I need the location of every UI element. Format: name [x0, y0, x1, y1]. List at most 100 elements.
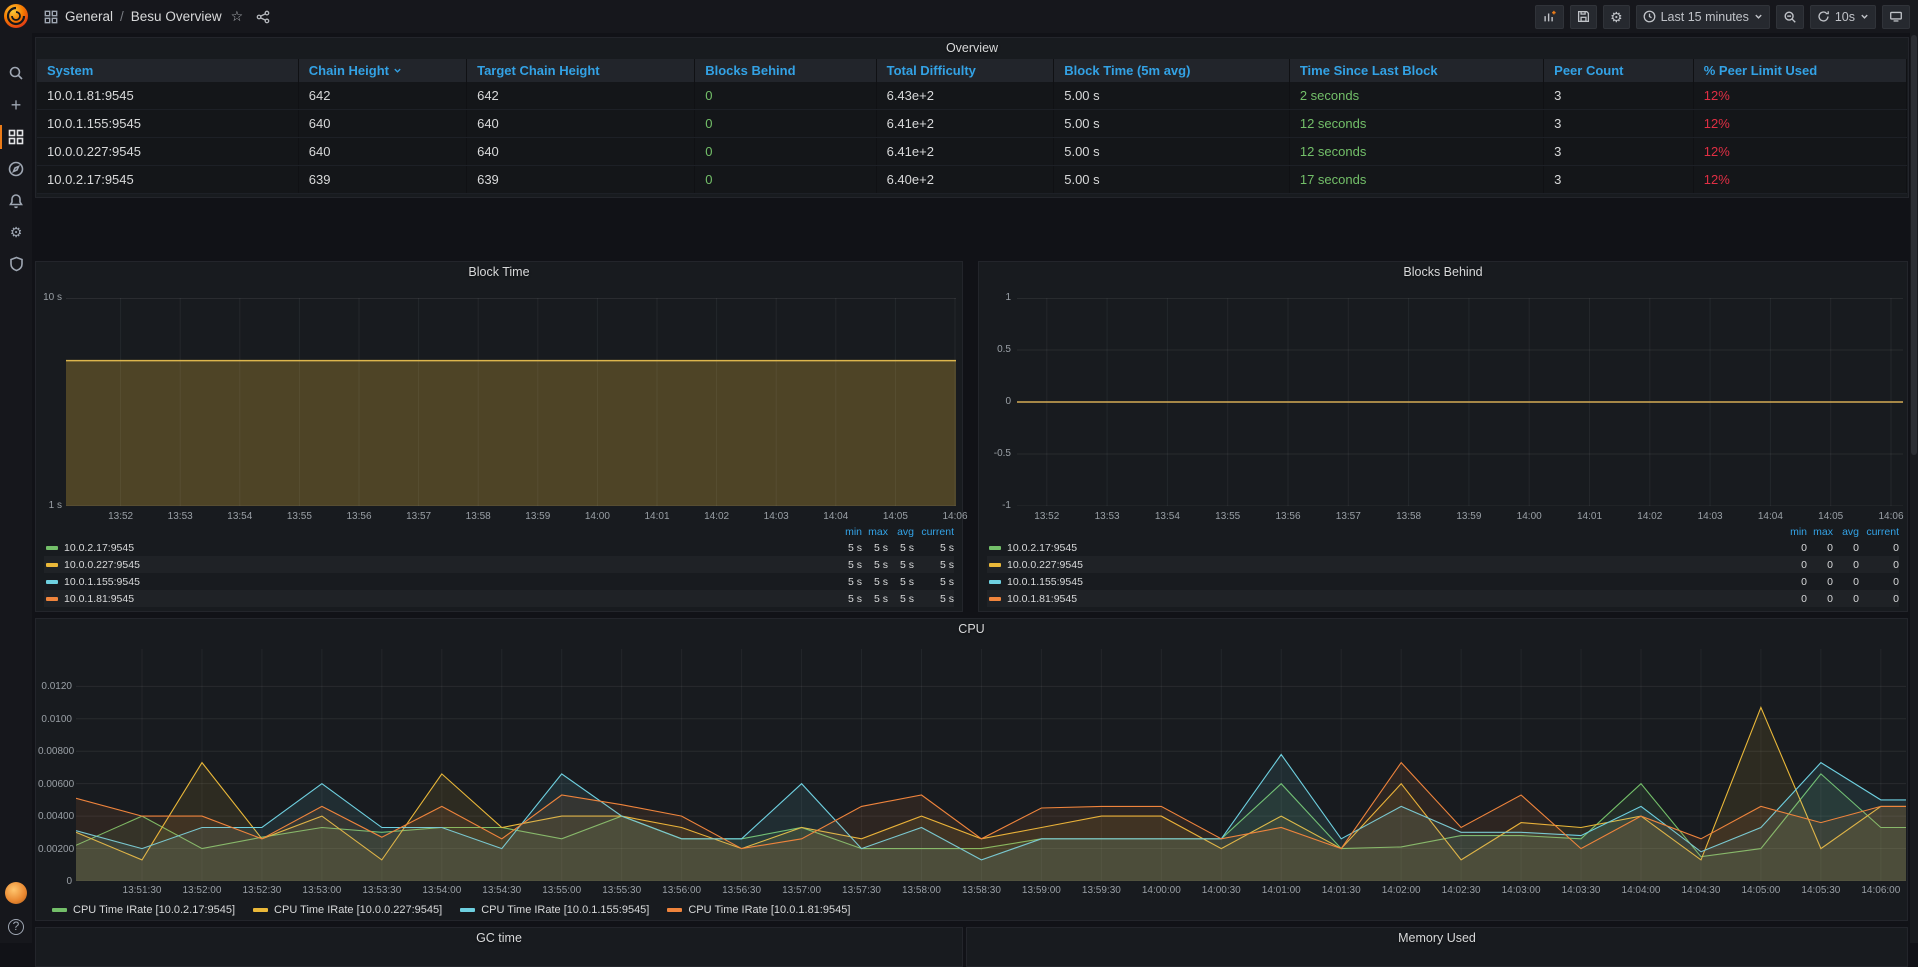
x-tick-label: 13:59:00	[1021, 885, 1061, 896]
legend-column-current[interactable]: current	[1866, 526, 1899, 538]
series-swatch	[989, 545, 1001, 550]
table-row: 10.0.2.17:9545 639 639 0 6.40e+2 5.00 s 17 sec…	[37, 166, 1907, 194]
column-header-peer_limit_used[interactable]: % Peer Limit Used	[1694, 59, 1907, 82]
blocks-behind-chart[interactable]	[1017, 298, 1903, 506]
cpu-legend-item[interactable]: CPU Time IRate [10.0.0.227:9545]	[253, 904, 442, 916]
x-tick-label: 13:58:00	[902, 885, 941, 896]
cpu-legend-item[interactable]: CPU Time IRate [10.0.1.155:9545]	[460, 904, 649, 916]
series-name[interactable]: 10.0.1.81:9545	[64, 592, 135, 605]
series-name[interactable]: 10.0.1.155:9545	[64, 575, 140, 588]
y-tick-label: 0.00600	[38, 778, 75, 790]
x-tick-label: 14:03	[763, 511, 789, 522]
legend-column-avg[interactable]: avg	[1842, 526, 1859, 538]
x-tick-label: 13:54:30	[482, 885, 522, 896]
y-axis-label-top: 10 s	[43, 292, 62, 303]
cycle-view-mode-button[interactable]	[1882, 4, 1910, 29]
x-tick-label: 13:52	[108, 511, 134, 522]
legend-column-max[interactable]: max	[1813, 526, 1833, 538]
column-header-time_since_last_block[interactable]: Time Since Last Block	[1290, 59, 1545, 82]
column-header-peer_count[interactable]: Peer Count	[1544, 59, 1694, 82]
admin-shield-icon[interactable]	[0, 249, 32, 279]
legend-row: 10.0.1.81:9545 0 0 0 0	[987, 590, 1899, 607]
series-swatch	[46, 562, 58, 567]
breadcrumb-title[interactable]: Besu Overview	[130, 9, 222, 24]
time-range-picker[interactable]: Last 15 minutes	[1635, 4, 1770, 29]
x-tick-label: 14:05:00	[1741, 885, 1781, 896]
series-label: CPU Time IRate [10.0.0.227:9545]	[274, 904, 443, 916]
column-header-chain_height[interactable]: Chain Height	[299, 59, 468, 82]
column-header-total_difficulty[interactable]: Total Difficulty	[877, 59, 1055, 82]
cpu-legend-item[interactable]: CPU Time IRate [10.0.2.17:9545]	[52, 904, 235, 916]
x-tick-label: 13:56	[346, 511, 372, 522]
legend-value: 0	[1893, 541, 1899, 554]
cpu-chart[interactable]	[76, 649, 1906, 881]
legend-column-avg[interactable]: avg	[897, 526, 914, 538]
explore-compass-icon[interactable]	[0, 154, 32, 184]
cell-target_chain_height: 642	[467, 82, 696, 109]
zoom-out-button[interactable]	[1775, 4, 1804, 29]
column-header-blocks_behind[interactable]: Blocks Behind	[695, 59, 877, 82]
panel-overview: Overview System Chain Height Target Chain …	[35, 37, 1909, 198]
search-icon[interactable]	[0, 58, 32, 88]
breadcrumb: General / Besu Overview ☆	[44, 8, 270, 25]
refresh-button-group[interactable]: 10s	[1809, 4, 1876, 29]
legend-column-min[interactable]: min	[1790, 526, 1807, 538]
dashboard-grid-icon	[44, 10, 58, 23]
series-name[interactable]: 10.0.1.81:9545	[1007, 592, 1078, 605]
legend-value: 0	[1853, 575, 1859, 588]
user-avatar[interactable]	[5, 882, 27, 904]
sidebar-item-dashboards[interactable]	[0, 122, 32, 152]
y-tick-label: 0.5	[997, 344, 1011, 355]
x-tick-label: 14:03:30	[1561, 885, 1601, 896]
table-row: 10.0.0.227:9545 640 640 0 6.41e+2 5.00 s 12 se…	[37, 138, 1907, 166]
x-tick-label: 13:58	[465, 511, 491, 522]
panel-title[interactable]: Memory Used	[1398, 931, 1476, 945]
panel-memory-used: Memory Used	[966, 927, 1908, 967]
x-tick-label: 13:58	[1396, 511, 1422, 522]
dashboard-settings-button[interactable]: ⚙	[1603, 4, 1630, 29]
breadcrumb-section[interactable]: General	[65, 9, 114, 24]
series-name[interactable]: 10.0.2.17:9545	[64, 541, 135, 554]
series-name[interactable]: 10.0.1.155:9545	[1007, 575, 1083, 588]
series-swatch	[667, 908, 683, 912]
legend-column-min[interactable]: min	[845, 526, 862, 538]
cell-peer_limit_used: 12%	[1694, 110, 1907, 137]
share-icon[interactable]	[256, 10, 270, 24]
series-swatch	[253, 908, 269, 912]
settings-gear-icon[interactable]: ⚙	[9, 224, 23, 240]
series-name[interactable]: 10.0.0.227:9545	[1007, 558, 1083, 571]
alerting-bell-icon[interactable]	[0, 186, 32, 216]
grafana-logo[interactable]	[4, 4, 28, 28]
topbar: General / Besu Overview ☆ ⚙ Last 15 minu…	[32, 0, 1918, 33]
panel-title[interactable]: Overview	[945, 41, 999, 55]
panel-title[interactable]: GC time	[476, 931, 522, 945]
column-header-system[interactable]: System	[37, 59, 299, 82]
legend-column-current[interactable]: current	[921, 526, 954, 538]
add-panel-button[interactable]	[1535, 4, 1565, 29]
legend-column-max[interactable]: max	[868, 526, 888, 538]
legend-value: 5 s	[873, 558, 888, 571]
cell-system: 10.0.0.227:9545	[37, 138, 299, 165]
x-tick-label: 14:06	[1878, 511, 1904, 522]
column-header-target_chain_height[interactable]: Target Chain Height	[467, 59, 696, 82]
create-plus-icon[interactable]: +	[10, 94, 22, 115]
cpu-legend-item[interactable]: CPU Time IRate [10.0.1.81:9545]	[667, 904, 850, 916]
page-scrollbar[interactable]	[1910, 0, 1918, 943]
panel-title[interactable]: CPU	[958, 622, 985, 636]
help-icon[interactable]: ?	[0, 912, 32, 942]
x-tick-label: 13:53:00	[302, 885, 342, 896]
series-name[interactable]: 10.0.2.17:9545	[1007, 541, 1078, 554]
time-range-label: Last 15 minutes	[1660, 9, 1749, 24]
panel-title[interactable]: Blocks Behind	[1403, 265, 1483, 279]
x-tick-label: 14:05	[882, 511, 908, 522]
cell-peer_limit_used: 12%	[1694, 82, 1907, 109]
x-tick-label: 13:54:00	[422, 885, 462, 896]
save-dashboard-button[interactable]	[1570, 4, 1598, 29]
series-name[interactable]: 10.0.0.227:9545	[64, 558, 140, 571]
favorite-star-icon[interactable]: ☆	[230, 8, 244, 24]
block-time-chart[interactable]	[66, 298, 956, 506]
panel-title[interactable]: Block Time	[468, 265, 530, 279]
scrollbar-thumb[interactable]	[1911, 35, 1917, 455]
column-header-block_time[interactable]: Block Time (5m avg)	[1054, 59, 1290, 82]
